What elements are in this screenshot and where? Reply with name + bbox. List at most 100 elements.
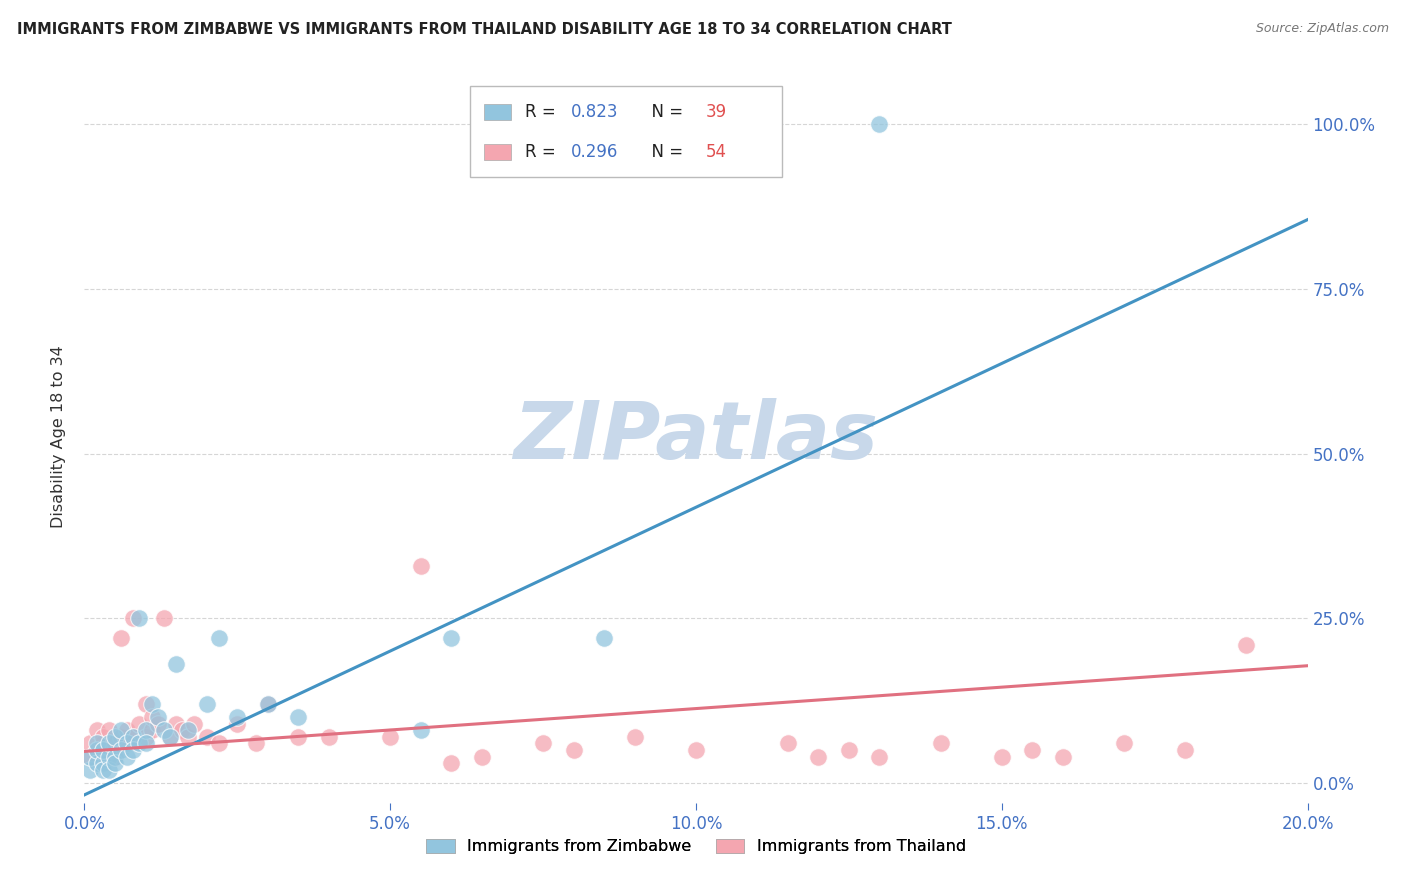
Point: [79, 737, 101, 751]
Legend: Immigrants from Zimbabwe, Immigrants from Thailand: Immigrants from Zimbabwe, Immigrants fro…: [419, 832, 973, 861]
Point: [115, 749, 138, 764]
Point: [97, 749, 120, 764]
Point: [135, 697, 157, 711]
Point: [409, 558, 432, 573]
Point: [195, 697, 218, 711]
Point: [177, 730, 200, 744]
Point: [91, 737, 114, 751]
Point: [159, 730, 181, 744]
Point: [165, 716, 187, 731]
Point: [97, 723, 120, 738]
Text: 39: 39: [706, 103, 727, 120]
Point: [172, 723, 194, 738]
Point: [104, 749, 127, 764]
Point: [128, 611, 150, 625]
Point: [838, 743, 860, 757]
Point: [110, 730, 132, 744]
Point: [97, 763, 120, 777]
Text: N =: N =: [641, 143, 689, 161]
Point: [79, 749, 101, 764]
FancyBboxPatch shape: [484, 103, 512, 120]
Point: [440, 756, 463, 771]
Point: [110, 631, 132, 645]
Text: IMMIGRANTS FROM ZIMBABWE VS IMMIGRANTS FROM THAILAND DISABILITY AGE 18 TO 34 COR: IMMIGRANTS FROM ZIMBABWE VS IMMIGRANTS F…: [17, 22, 952, 37]
Point: [104, 737, 127, 751]
Point: [115, 737, 138, 751]
Text: ZIPatlas: ZIPatlas: [513, 398, 879, 476]
Point: [97, 737, 120, 751]
Point: [86, 756, 108, 771]
Point: [86, 743, 108, 757]
Point: [165, 657, 187, 672]
Point: [287, 710, 309, 724]
Point: [562, 743, 585, 757]
Point: [1021, 743, 1043, 757]
Point: [153, 611, 176, 625]
Point: [593, 631, 616, 645]
Point: [110, 743, 132, 757]
Point: [122, 611, 145, 625]
Point: [153, 723, 176, 738]
Point: [79, 749, 101, 764]
Point: [1114, 737, 1136, 751]
Point: [91, 756, 114, 771]
Point: [929, 737, 952, 751]
Text: R =: R =: [524, 143, 561, 161]
Point: [104, 756, 127, 771]
Point: [257, 697, 280, 711]
Text: 0.823: 0.823: [571, 103, 619, 120]
Point: [146, 716, 169, 731]
Point: [226, 716, 249, 731]
Point: [110, 723, 132, 738]
Point: [135, 730, 157, 744]
Text: Source: ZipAtlas.com: Source: ZipAtlas.com: [1256, 22, 1389, 36]
Text: N =: N =: [641, 103, 689, 120]
Point: [776, 737, 799, 751]
Point: [146, 710, 169, 724]
Point: [624, 730, 647, 744]
Point: [257, 697, 280, 711]
Point: [141, 723, 163, 738]
Text: 0.296: 0.296: [571, 143, 619, 161]
Point: [86, 743, 108, 757]
Point: [141, 710, 163, 724]
Point: [1236, 638, 1258, 652]
Point: [135, 723, 157, 738]
Point: [122, 730, 145, 744]
Point: [177, 723, 200, 738]
Point: [208, 631, 231, 645]
Y-axis label: Disability Age 18 to 34: Disability Age 18 to 34: [51, 346, 66, 528]
Point: [91, 749, 114, 764]
Point: [471, 749, 494, 764]
Point: [226, 710, 249, 724]
Point: [86, 737, 108, 751]
Point: [159, 730, 181, 744]
Point: [141, 697, 163, 711]
Point: [128, 737, 150, 751]
Point: [807, 749, 830, 764]
Point: [122, 743, 145, 757]
Point: [531, 737, 554, 751]
Point: [440, 631, 463, 645]
Point: [1174, 743, 1197, 757]
Point: [91, 730, 114, 744]
Point: [195, 730, 218, 744]
Point: [380, 730, 402, 744]
Point: [318, 730, 340, 744]
Point: [869, 117, 891, 131]
Point: [91, 743, 114, 757]
Point: [685, 743, 707, 757]
Point: [104, 730, 127, 744]
Point: [287, 730, 309, 744]
Point: [409, 723, 432, 738]
Point: [245, 737, 267, 751]
Point: [104, 749, 127, 764]
Text: 54: 54: [706, 143, 727, 161]
Point: [128, 716, 150, 731]
FancyBboxPatch shape: [484, 144, 512, 160]
Point: [86, 723, 108, 738]
Point: [115, 723, 138, 738]
Point: [991, 749, 1014, 764]
Point: [135, 737, 157, 751]
Point: [208, 737, 231, 751]
